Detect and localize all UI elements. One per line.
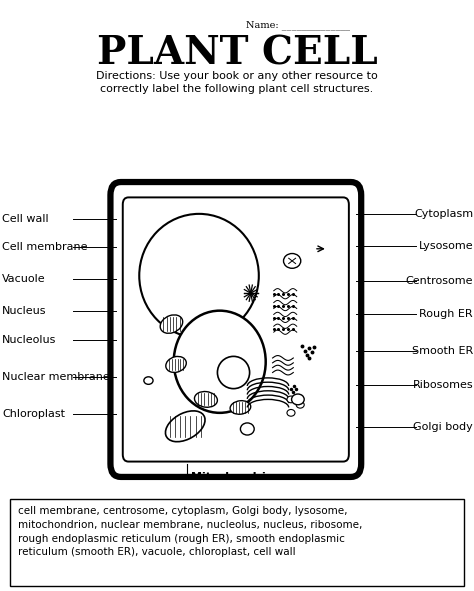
Text: Cell membrane: Cell membrane <box>2 242 88 252</box>
Text: Smooth ER: Smooth ER <box>412 346 473 356</box>
Text: Golgi body: Golgi body <box>413 422 473 431</box>
Text: Centrosome: Centrosome <box>406 277 473 286</box>
Ellipse shape <box>166 356 186 372</box>
Ellipse shape <box>160 315 182 333</box>
Text: Mitochondrion: Mitochondrion <box>191 472 281 482</box>
Ellipse shape <box>194 391 218 407</box>
Ellipse shape <box>218 356 250 389</box>
FancyBboxPatch shape <box>110 182 361 477</box>
Text: Vacuole: Vacuole <box>2 274 46 284</box>
Text: Name: ______________: Name: ______________ <box>246 20 350 30</box>
Ellipse shape <box>240 423 254 435</box>
Text: Rough ER: Rough ER <box>419 310 473 319</box>
Ellipse shape <box>283 254 301 268</box>
Ellipse shape <box>287 396 295 402</box>
Ellipse shape <box>230 401 251 414</box>
Text: Lysosome: Lysosome <box>419 241 473 251</box>
Ellipse shape <box>165 411 205 441</box>
Text: Cytoplasm: Cytoplasm <box>414 209 473 219</box>
Text: Chloroplast: Chloroplast <box>2 409 65 418</box>
Text: cell membrane, centrosome, cytoplasm, Golgi body, lysosome,
mitochondrion, nucle: cell membrane, centrosome, cytoplasm, Go… <box>18 506 362 557</box>
Ellipse shape <box>139 214 259 337</box>
Bar <box>10 499 464 586</box>
Text: Cell wall: Cell wall <box>2 214 49 223</box>
Ellipse shape <box>162 319 172 329</box>
Ellipse shape <box>292 394 304 405</box>
Ellipse shape <box>296 401 304 408</box>
Ellipse shape <box>174 311 266 413</box>
Text: PLANT CELL: PLANT CELL <box>97 34 377 72</box>
Ellipse shape <box>287 410 295 416</box>
Text: Nucleus: Nucleus <box>2 306 47 316</box>
Text: Ribosomes: Ribosomes <box>412 381 473 390</box>
Text: Nucleolus: Nucleolus <box>2 336 57 345</box>
Text: Directions: Use your book or any other resource to
correctly label the following: Directions: Use your book or any other r… <box>96 71 378 95</box>
Text: Nuclear membrane: Nuclear membrane <box>2 372 110 382</box>
Ellipse shape <box>144 377 153 384</box>
